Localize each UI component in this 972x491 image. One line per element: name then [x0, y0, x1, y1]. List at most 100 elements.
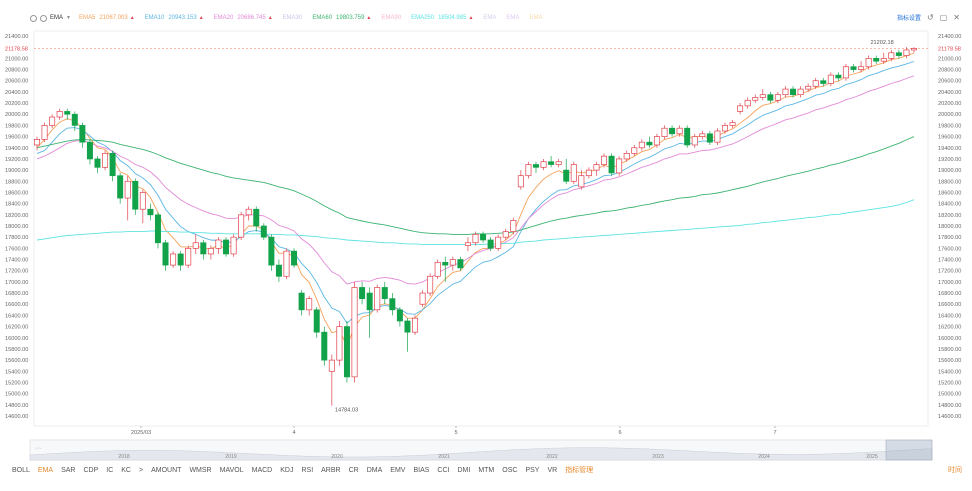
tab-13[interactable]: ARBR	[321, 466, 341, 474]
ema-line-ema10	[36, 61, 915, 324]
low-annotation: 14784.03	[335, 408, 358, 414]
candle-body	[555, 161, 562, 165]
candle-body	[767, 94, 774, 101]
tab-22[interactable]: PSY	[525, 466, 540, 474]
candle-body	[911, 48, 917, 51]
undo-icon[interactable]: ↺	[927, 13, 934, 22]
x-tick-label: 6	[618, 430, 621, 436]
y-tick-left: 21400.00	[5, 34, 28, 40]
close-icon[interactable]: ✕	[953, 13, 960, 22]
tab-23[interactable]: VR	[547, 466, 558, 474]
x-tick-label: 5	[454, 430, 457, 436]
y-tick-right: 18400.00	[938, 202, 961, 208]
candle-body	[41, 125, 48, 140]
tab-16[interactable]: EMV	[390, 466, 406, 474]
visibility-toggle-icon[interactable]	[40, 14, 47, 22]
y-tick-left: 19400.00	[5, 146, 28, 152]
y-tick-right: 18200.00	[938, 213, 961, 219]
window-icon[interactable]: ▢	[939, 13, 948, 22]
navigator-handle-icon[interactable]: ⋯	[35, 446, 41, 452]
time-toggle[interactable]: 时间	[948, 467, 962, 474]
candle-body	[585, 169, 592, 177]
tab-18[interactable]: CCI	[437, 466, 450, 474]
candlestick-chart[interactable]: 21400.0021400.0021200.0021200.0021000.00…	[0, 0, 972, 462]
tab-20[interactable]: MTM	[478, 466, 495, 474]
x-tick-label: 7	[773, 430, 776, 436]
candle-body	[850, 66, 857, 70]
y-tick-left: 20400.00	[5, 90, 28, 96]
candle-body	[238, 214, 245, 238]
candle-body	[374, 287, 381, 311]
candle-body	[177, 253, 184, 266]
indicator-tabs: BOLL EMA SAR CDP IC KC > AMOUNT WMSR MAVOL MACD KDJ…	[12, 464, 962, 476]
candle-body	[427, 275, 434, 294]
tab-11[interactable]: KDJ	[280, 466, 294, 474]
candle-body	[343, 326, 350, 378]
candle-body	[71, 113, 78, 126]
x-tick-label: 4	[292, 430, 295, 436]
candle-body	[858, 66, 865, 70]
candle-body	[623, 153, 630, 160]
candle-body	[842, 66, 849, 79]
tab-4[interactable]: IC	[106, 466, 114, 474]
y-tick-right: 19800.00	[938, 123, 961, 129]
y-tick-left: 17600.00	[5, 246, 28, 252]
tab-2[interactable]: SAR	[61, 466, 76, 474]
candle-body	[381, 287, 388, 299]
candle-body	[532, 164, 539, 168]
candle-body	[298, 292, 305, 311]
y-tick-right: 17200.00	[938, 269, 961, 275]
y-tick-left: 19000.00	[5, 168, 28, 174]
legend-label: EMA5	[78, 15, 96, 21]
settings-toggle-icon[interactable]	[30, 14, 37, 22]
y-tick-right: 20800.00	[938, 68, 961, 74]
candle-body	[752, 97, 759, 101]
candle-body	[321, 331, 328, 361]
navigator-year-label: 2022	[546, 454, 558, 460]
tab-14[interactable]: CR	[348, 466, 359, 474]
candle-body	[94, 158, 101, 168]
tab-6[interactable]: >	[139, 466, 144, 474]
candle-body	[737, 105, 744, 112]
navigator-year-label: 2024	[758, 454, 770, 460]
candle-body	[721, 125, 728, 132]
indicator-settings-link[interactable]: 指标设置	[897, 16, 922, 22]
tab-15[interactable]: DMA	[366, 466, 383, 474]
tab-8[interactable]: WMSR	[189, 466, 212, 474]
candle-body	[699, 133, 706, 137]
tab-10[interactable]: MACD	[251, 466, 273, 474]
navigator-year-label: 2020	[331, 454, 343, 460]
y-tick-right: 17400.00	[938, 258, 961, 264]
candle-body	[827, 74, 834, 84]
y-tick-right: 15200.00	[938, 380, 961, 386]
candle-body	[480, 234, 487, 241]
tab-21[interactable]: OSC	[502, 466, 518, 474]
chevron-down-icon[interactable]: ▼	[66, 15, 71, 21]
tab-3[interactable]: CDP	[83, 466, 99, 474]
y-tick-right: 15000.00	[938, 392, 961, 398]
y-tick-left: 18800.00	[5, 179, 28, 185]
tab-19[interactable]: DMI	[457, 466, 471, 474]
tab-9[interactable]: MAVOL	[219, 466, 244, 474]
tab-24[interactable]: 指标管理	[565, 467, 594, 474]
tab-5[interactable]: KC	[121, 466, 131, 474]
up-arrow-icon: ▲	[198, 15, 204, 21]
tab-7[interactable]: AMOUNT	[151, 466, 182, 474]
tab-1[interactable]: EMA	[37, 466, 54, 474]
tab-12[interactable]: RSI	[301, 466, 314, 474]
legend-item-ema90-5: EMA90	[381, 15, 401, 21]
candle-body	[283, 250, 290, 277]
candle-body	[729, 122, 736, 126]
candle-body	[434, 261, 441, 277]
y-tick-right: 17000.00	[938, 280, 961, 286]
candle-body	[744, 99, 751, 107]
candle-body	[661, 127, 668, 137]
candle-body	[124, 180, 131, 199]
y-tick-left: 20200.00	[5, 101, 28, 107]
candle-body	[759, 94, 766, 98]
indicator-name[interactable]: EMA	[50, 15, 64, 21]
y-tick-left: 18400.00	[5, 202, 28, 208]
candle-body	[797, 88, 804, 96]
tab-17[interactable]: BIAS	[413, 466, 430, 474]
tab-0[interactable]: BOLL	[12, 466, 30, 474]
